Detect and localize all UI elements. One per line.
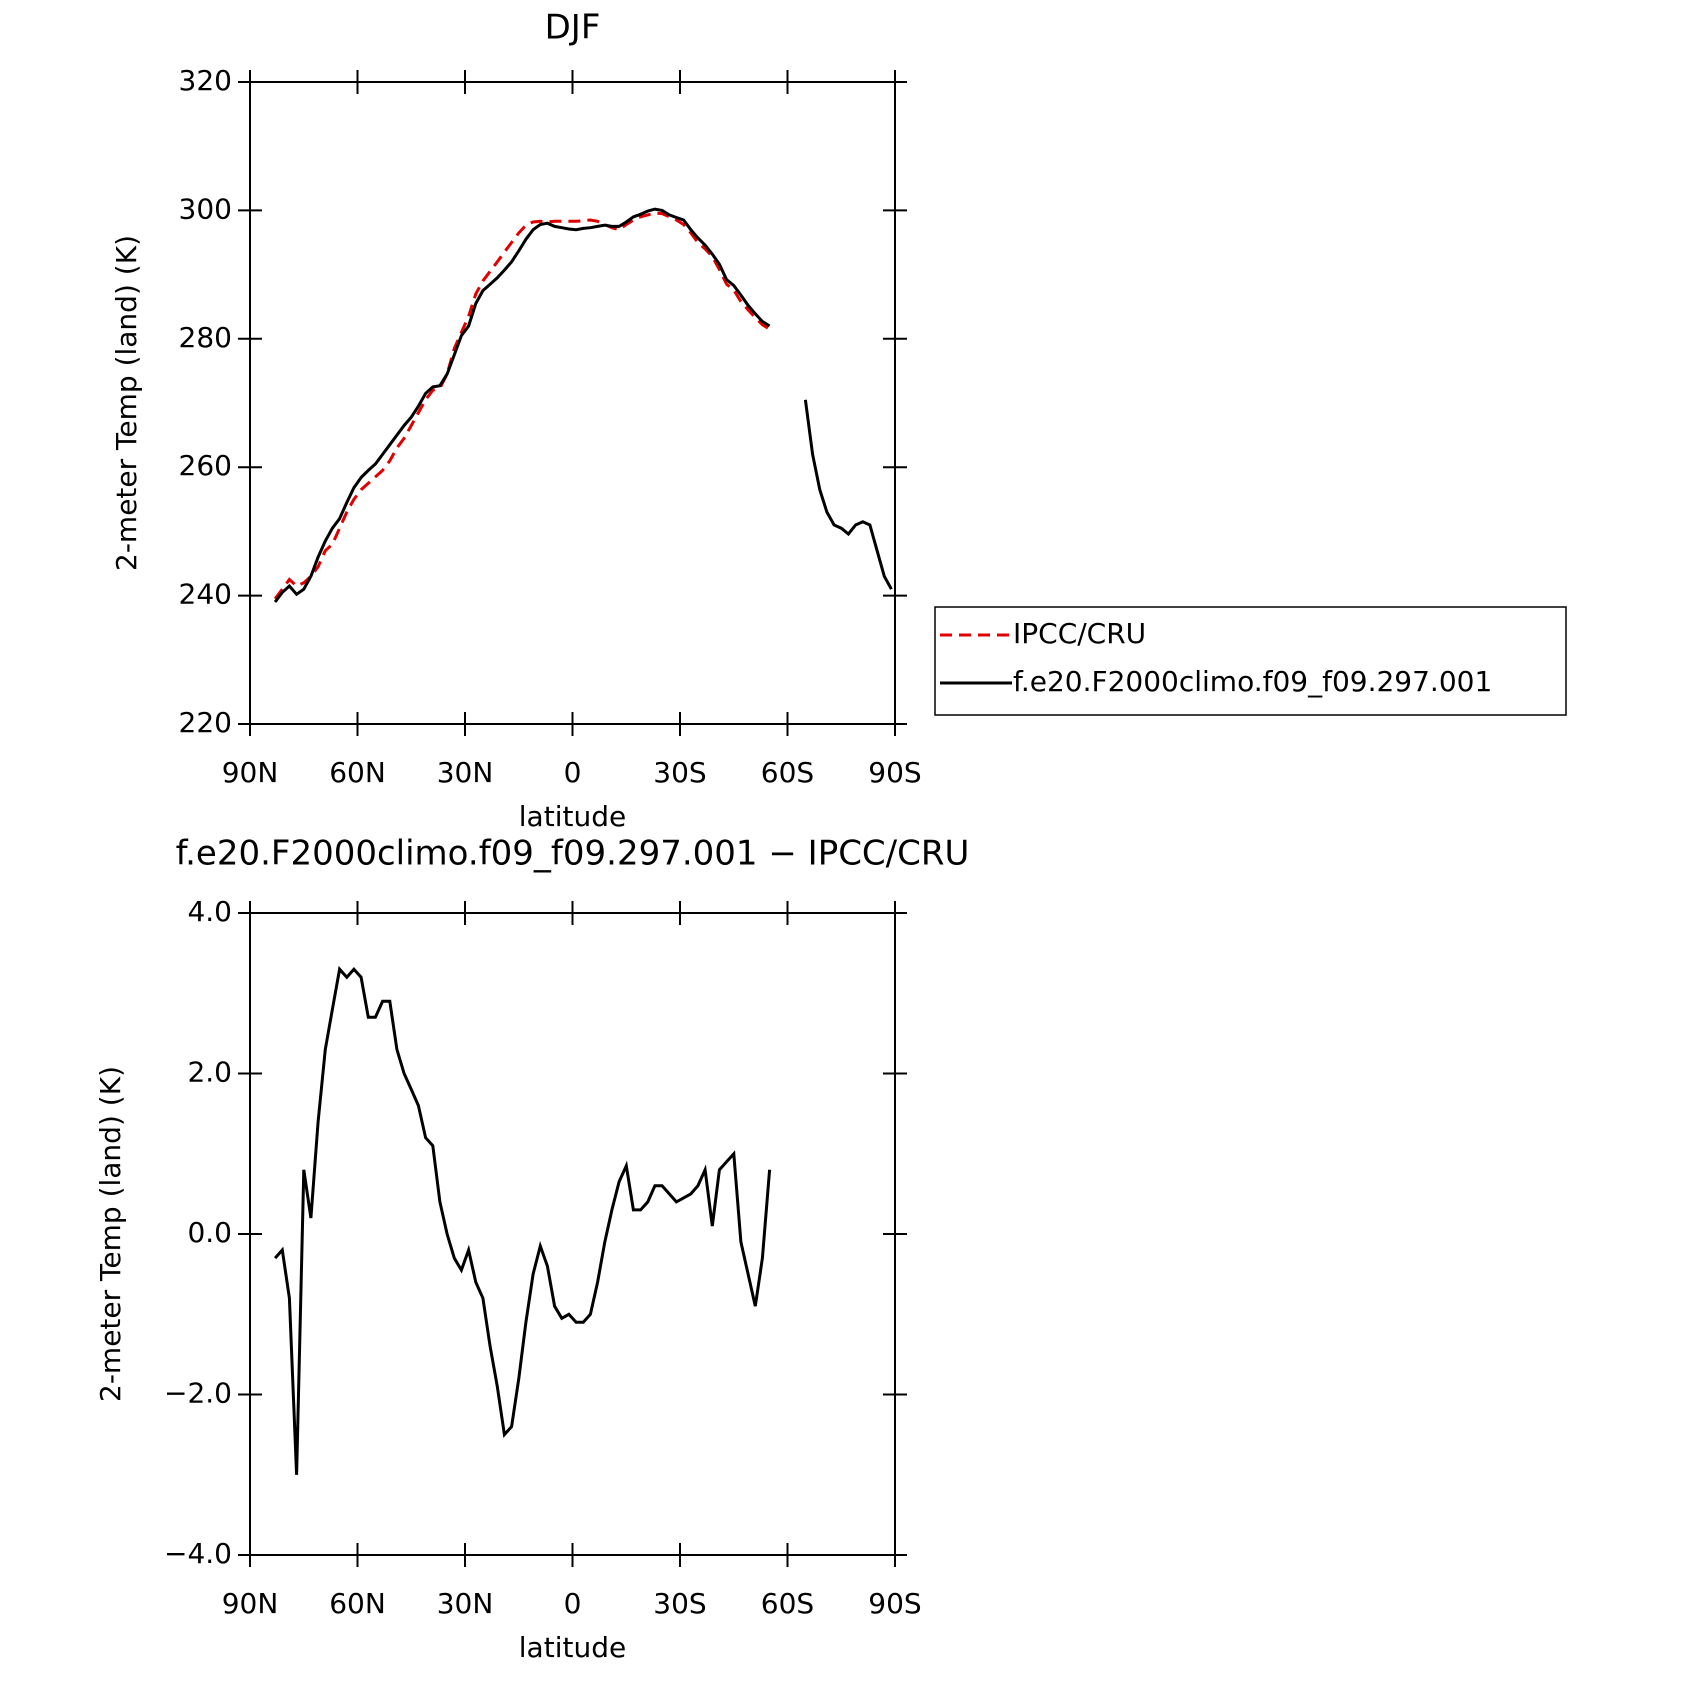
y-tick-label: 2.0	[187, 1056, 232, 1089]
data-line	[273, 207, 893, 603]
x-axis-label: latitude	[519, 1631, 626, 1664]
x-tick-label: 0	[564, 756, 582, 789]
x-tick-label: 30S	[653, 1587, 706, 1620]
x-tick-label: 90S	[868, 1587, 921, 1620]
y-tick-label: 260	[179, 449, 232, 482]
chart-title: DJF	[545, 8, 601, 48]
y-tick-label: 4.0	[187, 895, 232, 928]
data-line	[273, 965, 772, 1475]
y-tick-label: 280	[179, 321, 232, 354]
y-tick-label: 300	[179, 192, 232, 225]
x-tick-label: 0	[564, 1587, 582, 1620]
x-tick-label: 30N	[437, 1587, 494, 1620]
x-tick-label: 90N	[222, 756, 279, 789]
legend-label: f.e20.F2000climo.f09_f09.297.001	[1013, 665, 1492, 698]
y-tick-label: −2.0	[164, 1377, 232, 1410]
legend-box	[934, 606, 1567, 716]
chart-title: f.e20.F2000climo.f09_f09.297.001 − IPCC/…	[176, 834, 970, 874]
y-axis-label: 2-meter Temp (land) (K)	[94, 1066, 127, 1402]
plot-frame	[249, 912, 896, 1556]
x-tick-label: 90N	[222, 1587, 279, 1620]
y-tick-label: 0.0	[187, 1216, 232, 1249]
y-tick-label: 320	[179, 64, 232, 97]
y-tick-label: 220	[179, 706, 232, 739]
plot-frame	[249, 81, 896, 725]
x-tick-label: 60N	[329, 1587, 386, 1620]
y-axis-label: 2-meter Temp (land) (K)	[110, 235, 143, 571]
x-tick-label: 30N	[437, 756, 494, 789]
x-tick-label: 30S	[653, 756, 706, 789]
x-axis-label: latitude	[519, 800, 626, 833]
y-tick-label: −4.0	[164, 1537, 232, 1570]
data-line	[273, 211, 771, 600]
x-tick-label: 60S	[761, 1587, 814, 1620]
x-tick-label: 90S	[868, 756, 921, 789]
y-tick-label: 240	[179, 578, 232, 611]
legend-label: IPCC/CRU	[1013, 617, 1146, 650]
x-tick-label: 60S	[761, 756, 814, 789]
x-tick-label: 60N	[329, 756, 386, 789]
